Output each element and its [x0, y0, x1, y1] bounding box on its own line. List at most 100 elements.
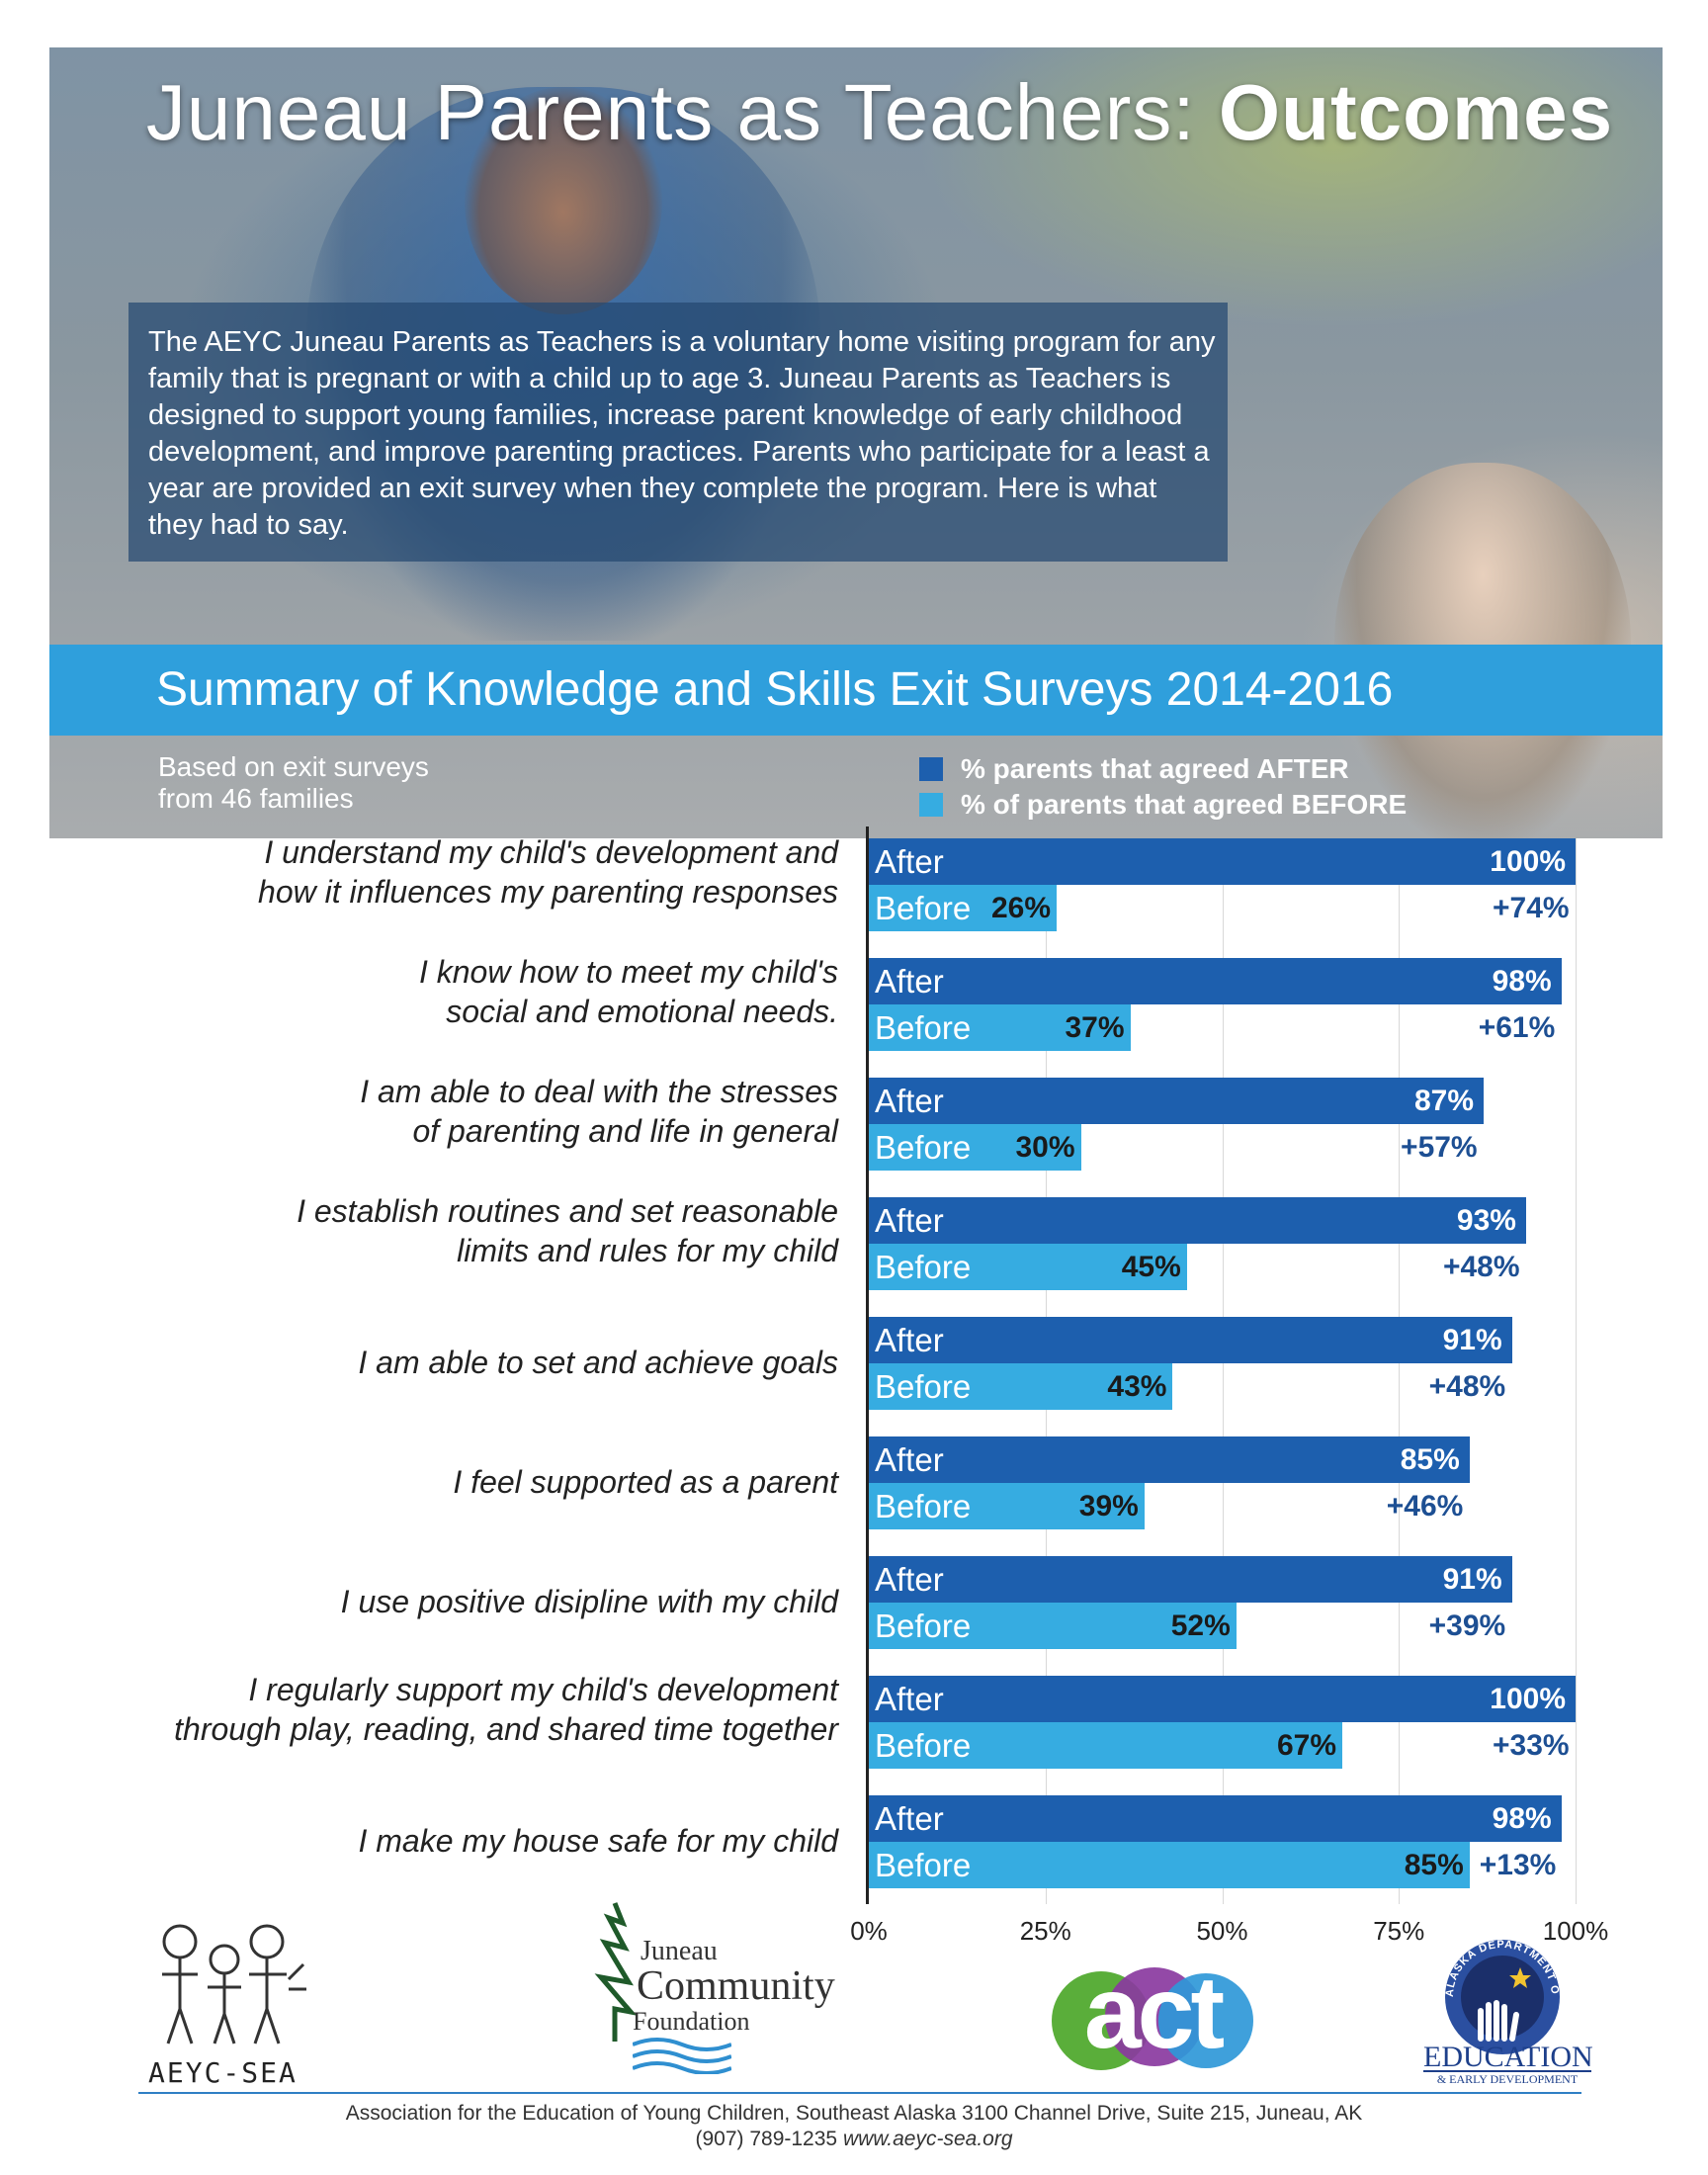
- question-line1: I make my house safe for my child: [358, 1823, 838, 1859]
- bar-after: After 91%: [869, 1317, 1512, 1363]
- question-label: I establish routines and set reasonable l…: [28, 1191, 838, 1270]
- bar-after: After 87%: [869, 1078, 1485, 1124]
- bar-after-label: After: [875, 1441, 944, 1478]
- footer-contact: (907) 789-1235 www.aeyc-sea.org: [0, 2128, 1708, 2151]
- bar-after: After 98%: [869, 1795, 1562, 1842]
- legend-label-after: % parents that agreed AFTER: [961, 753, 1349, 784]
- question-line1: I establish routines and set reasonable: [297, 1193, 838, 1229]
- bar-before: Before 39%: [869, 1483, 1145, 1529]
- page-title: Juneau Parents as Teachers: Outcomes: [109, 67, 1651, 158]
- legend-item-before: % of parents that agreed BEFORE: [919, 787, 1407, 823]
- question-line1: I use positive disipline with my child: [340, 1584, 838, 1619]
- question-line1: I regularly support my child's developme…: [248, 1672, 838, 1707]
- jcf-logo-line1: Juneau: [640, 1936, 718, 1966]
- bar-after-label: After: [875, 963, 944, 1000]
- bar-before: Before 37%: [869, 1004, 1131, 1051]
- x-tick-label: 25%: [1019, 1916, 1071, 1946]
- bar-after-value: 100%: [1490, 845, 1566, 878]
- question-line1: I understand my child's development and: [264, 834, 838, 870]
- question-line2: social and emotional needs.: [446, 994, 838, 1029]
- education-logo-subtext: & EARLY DEVELOPMENT: [1423, 2070, 1591, 2087]
- difference-label: +33%: [1493, 1729, 1570, 1762]
- legend-label-before: % of parents that agreed BEFORE: [961, 789, 1408, 820]
- bar-after: After 93%: [869, 1197, 1526, 1244]
- difference-label: +46%: [1386, 1490, 1464, 1522]
- bar-before-value: 45%: [1121, 1251, 1181, 1283]
- legend-swatch-before: [919, 793, 943, 817]
- bar-before-label: Before: [875, 1129, 972, 1166]
- footer-address: Association for the Education of Young C…: [345, 2102, 1363, 2125]
- sample-note-line1: Based on exit surveys: [158, 751, 429, 782]
- footer-website: www.aeyc-sea.org: [842, 2128, 1013, 2150]
- bar-before-label: Before: [875, 1368, 972, 1405]
- bar-after-value: 98%: [1492, 1802, 1552, 1835]
- x-tick-label: 75%: [1373, 1916, 1425, 1946]
- bar-after-label: After: [875, 1800, 944, 1837]
- bar-after-label: After: [875, 1322, 944, 1358]
- education-seal-icon: ALASKA DEPARTMENT OF: [1433, 1928, 1560, 2054]
- bar-after-label: After: [875, 1561, 944, 1598]
- intro-text: The AEYC Juneau Parents as Teachers is a…: [148, 326, 1216, 541]
- gridline-100: [1576, 838, 1577, 1904]
- bar-before: Before 45%: [869, 1244, 1187, 1290]
- difference-label: +13%: [1479, 1849, 1557, 1881]
- bar-before-value: 67%: [1277, 1729, 1337, 1762]
- bar-before-value: 30%: [1015, 1131, 1075, 1164]
- question-line2: of parenting and life in general: [412, 1113, 838, 1149]
- bar-before-label: Before: [875, 1488, 972, 1524]
- hero-photo: Juneau Parents as Teachers: Outcomes The…: [49, 47, 1663, 838]
- bar-after-value: 85%: [1400, 1443, 1460, 1476]
- bar-before-value: 26%: [990, 892, 1051, 924]
- bar-before: Before 43%: [869, 1363, 1173, 1410]
- y-axis-line: [866, 826, 869, 1904]
- footer-phone: (907) 789-1235: [695, 2128, 843, 2150]
- bar-before-label: Before: [875, 1249, 972, 1285]
- bar-before: Before 26%: [869, 885, 1057, 931]
- bar-before: Before 85%: [869, 1842, 1470, 1888]
- question-line1: I know how to meet my child's: [418, 954, 838, 990]
- act-logo-circles: [1052, 1967, 1253, 2070]
- page-title-emphasis: Outcomes: [1218, 68, 1614, 156]
- bar-before: Before 67%: [869, 1722, 1343, 1769]
- bar-after: After 100%: [869, 1676, 1576, 1722]
- question-label: I use positive disipline with my child: [28, 1582, 838, 1621]
- question-label: I make my house safe for my child: [28, 1821, 838, 1861]
- legend-item-after: % parents that agreed AFTER: [919, 751, 1407, 787]
- bar-before-value: 39%: [1078, 1490, 1139, 1522]
- bar-after-value: 87%: [1414, 1085, 1475, 1117]
- question-label: I understand my child's development and h…: [28, 832, 838, 912]
- education-logo-text: EDUCATION: [1423, 2041, 1593, 2073]
- tree-icon: [594, 1902, 638, 2042]
- bar-before: Before 30%: [869, 1124, 1081, 1171]
- question-line1: I feel supported as a parent: [453, 1464, 838, 1500]
- bar-before-value: 52%: [1170, 1610, 1231, 1642]
- difference-label: +57%: [1401, 1131, 1478, 1164]
- jcf-logo-line3: Foundation: [633, 2007, 750, 2036]
- bar-after-label: After: [875, 1083, 944, 1119]
- bar-after-label: After: [875, 1202, 944, 1239]
- aeyc-figures-logo: [162, 1924, 306, 2044]
- legend-swatch-after: [919, 757, 943, 781]
- bar-after-value: 91%: [1442, 1563, 1502, 1596]
- sample-note: Based on exit surveys from 46 families: [158, 751, 429, 815]
- bar-before-label: Before: [875, 890, 972, 926]
- difference-label: +48%: [1442, 1251, 1520, 1283]
- bar-after: After 98%: [869, 958, 1562, 1004]
- bar-after-value: 100%: [1490, 1683, 1566, 1715]
- difference-label: +39%: [1428, 1610, 1506, 1642]
- bar-before-value: 43%: [1107, 1370, 1167, 1403]
- gridline-75: [1399, 838, 1401, 1904]
- bar-after-value: 93%: [1456, 1204, 1516, 1237]
- bar-before-label: Before: [875, 1009, 972, 1046]
- gridline-50: [1222, 838, 1224, 1904]
- bar-before: Before 52%: [869, 1603, 1237, 1649]
- difference-label: +48%: [1428, 1370, 1506, 1403]
- act-logo-text: act: [1083, 1956, 1225, 2070]
- bar-after-value: 98%: [1492, 965, 1552, 998]
- question-label: I know how to meet my child's social and …: [28, 952, 838, 1031]
- question-line1: I am able to set and achieve goals: [358, 1345, 838, 1380]
- sample-note-line2: from 46 families: [158, 783, 354, 814]
- jcf-logo-line2: Community: [637, 1963, 835, 2009]
- bar-before-label: Before: [875, 1727, 972, 1764]
- x-tick-label: 0%: [850, 1916, 888, 1946]
